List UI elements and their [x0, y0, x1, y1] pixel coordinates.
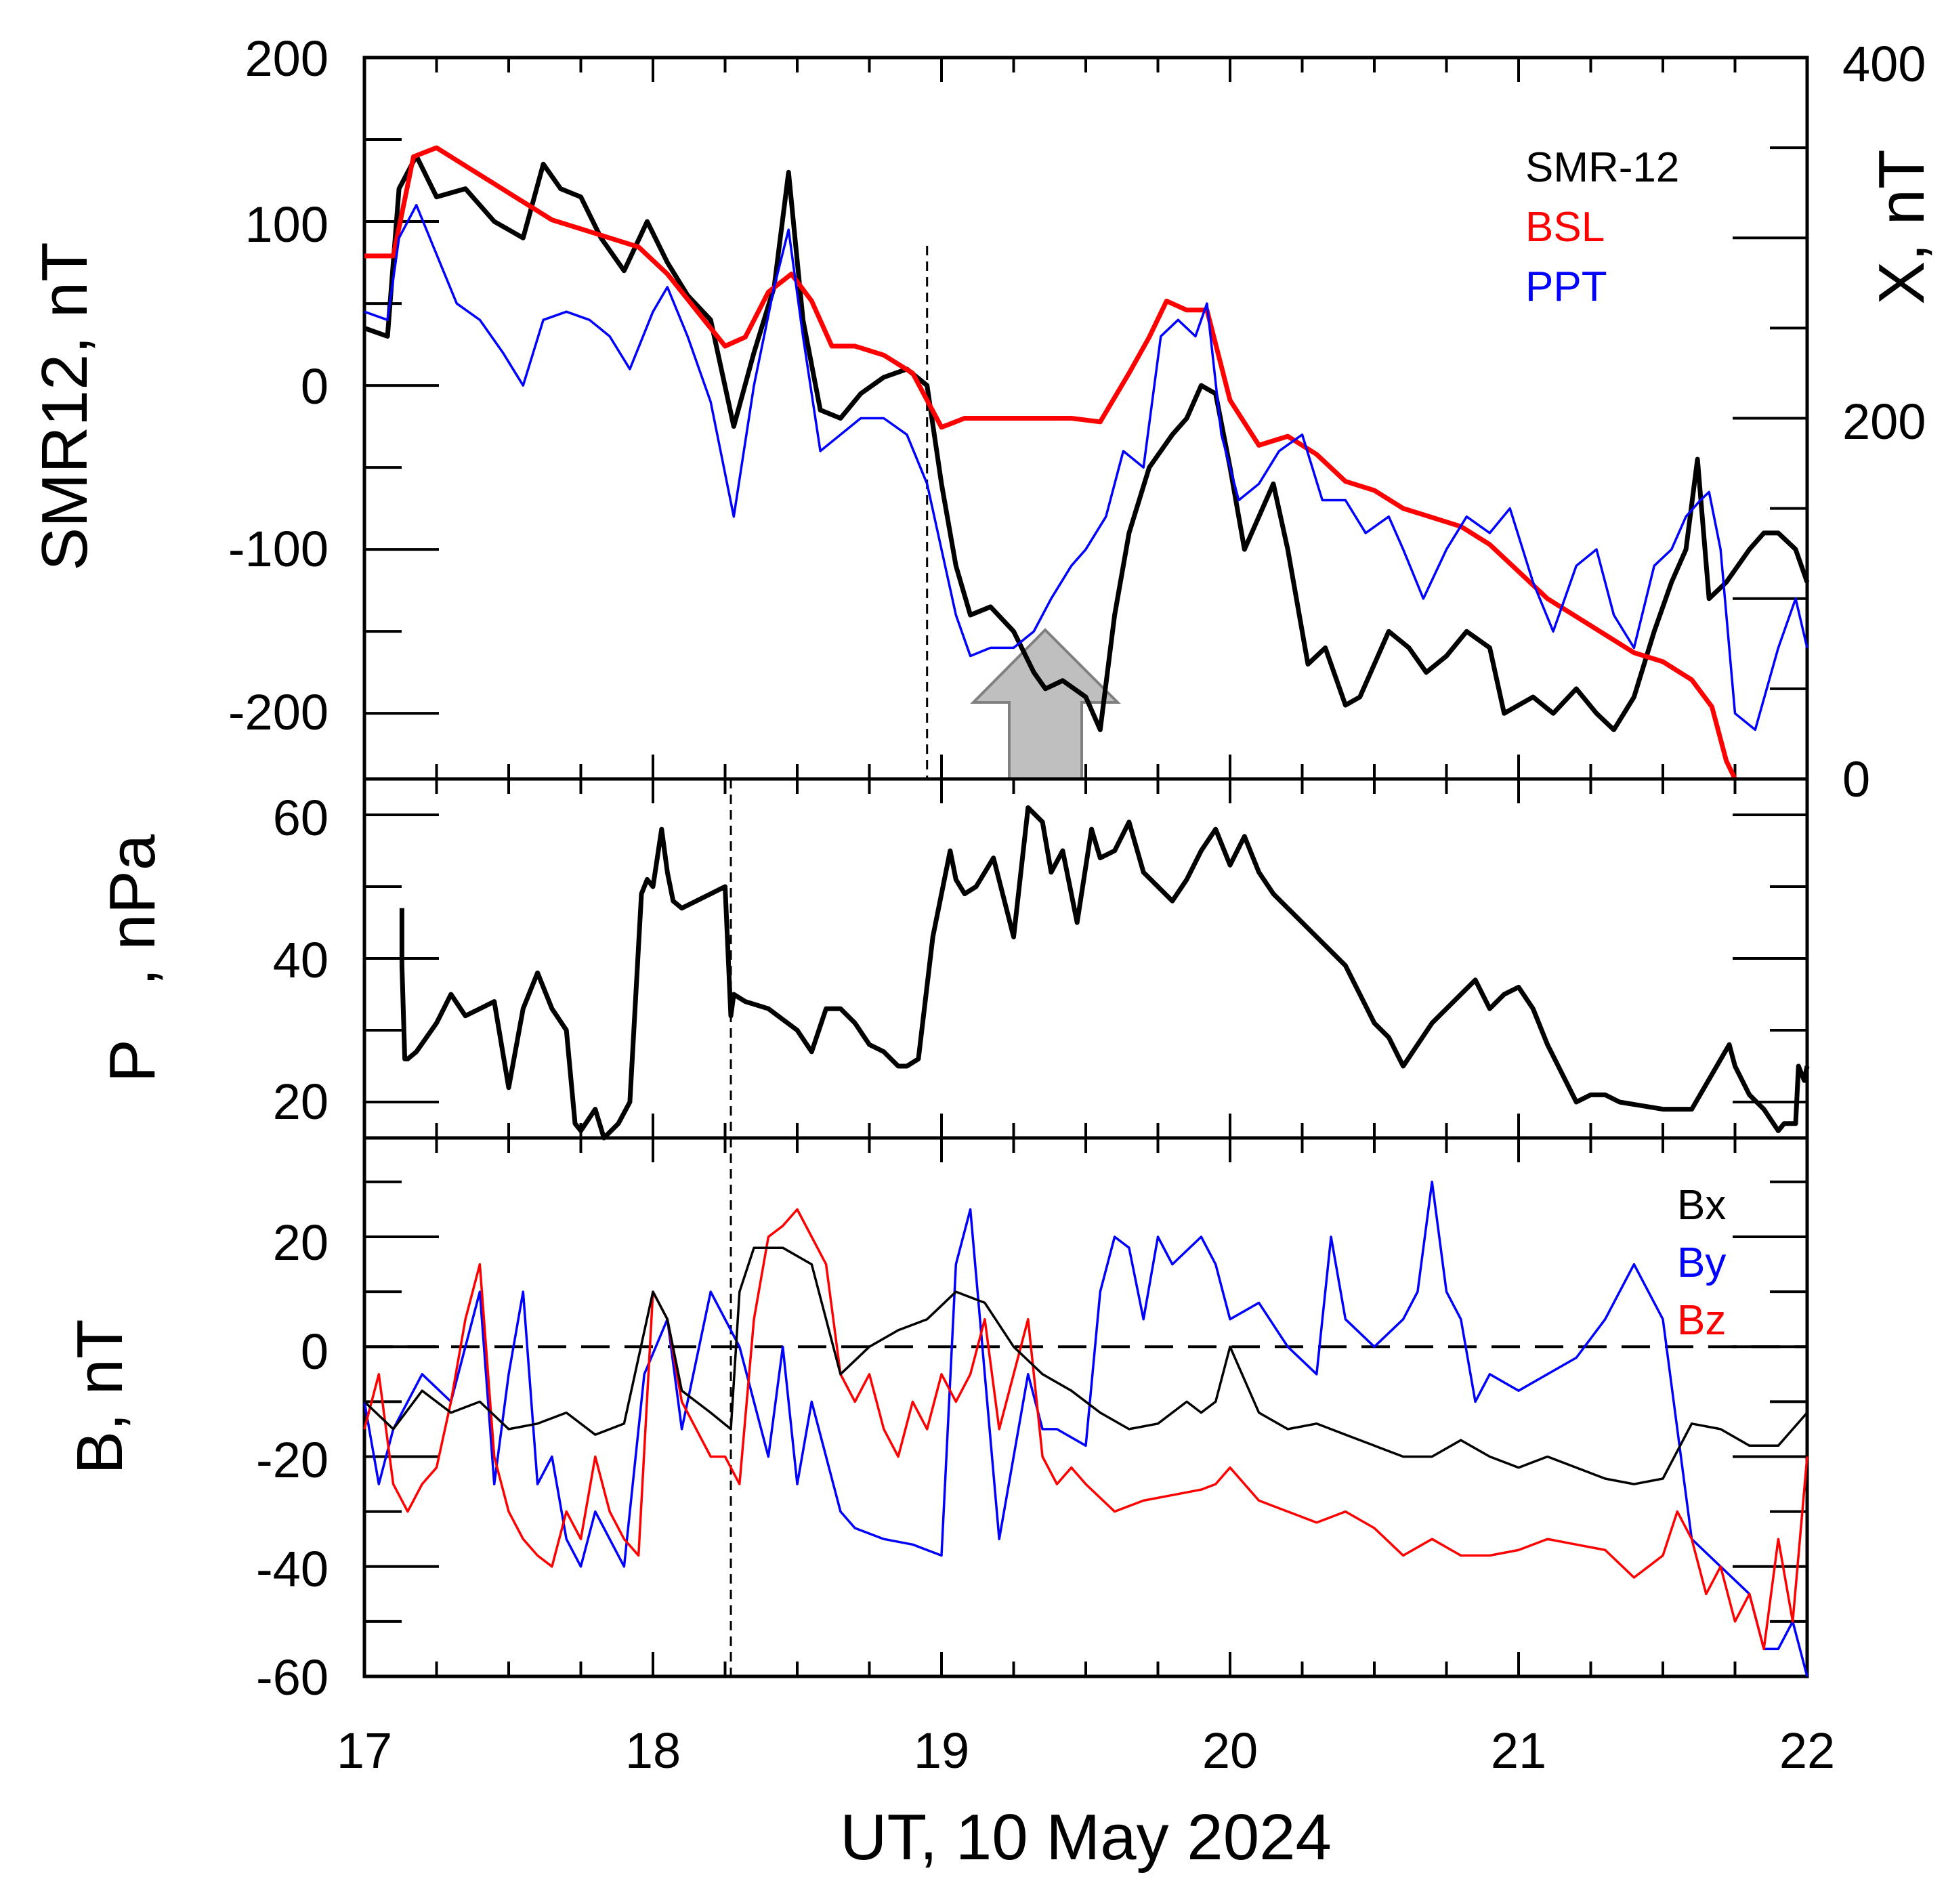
b-tick-label-minus20: -20	[256, 1432, 329, 1488]
y2-axis-title-x: X, nT	[1865, 149, 1938, 304]
panel-imf-reference-lines	[364, 1138, 1807, 1676]
legend-label-by: By	[1677, 1240, 1726, 1286]
panel-pressure: 60 40 20 P , nPa	[96, 777, 1810, 1141]
panel-imf-frame	[362, 1136, 1809, 1678]
y-axis-title-pressure: P , nPa	[96, 834, 169, 1082]
legend-label-ppt: PPT	[1525, 263, 1607, 310]
p-tick-label-40: 40	[273, 932, 329, 988]
panel-imf: 20 0 -20 -40 -60 B, nT Bx By Bz 17 18 19…	[64, 1136, 1835, 1874]
y-tick-label-100: 100	[245, 196, 329, 253]
x-axis-title: UT, 10 May 2024	[840, 1801, 1332, 1874]
y-tick-label-minus100: -100	[228, 521, 329, 577]
y-tick-label-minus200: -200	[228, 684, 329, 740]
series-line-bx	[363, 1246, 1808, 1485]
x-tick-label-19: 19	[914, 1722, 969, 1779]
panel-pressure-series	[399, 805, 1810, 1141]
b-tick-label-minus40: -40	[256, 1541, 329, 1597]
x-tick-label-22: 22	[1779, 1722, 1835, 1779]
series-line-p	[399, 805, 1810, 1141]
panel-imf-ticks	[363, 1138, 1808, 1678]
y-tick-label-0: 0	[301, 358, 329, 415]
x-tick-label-17: 17	[337, 1722, 392, 1779]
y-axis-title-smr: SMR12, nT	[28, 242, 101, 570]
b-tick-label-20: 20	[273, 1214, 329, 1271]
y-axis-title-b: B, nT	[64, 1319, 136, 1474]
panel-pressure-frame	[362, 777, 1809, 1140]
panel-imf-series	[363, 1181, 1808, 1677]
series-line-bsl	[364, 145, 1737, 780]
panel-smr-ticks	[363, 56, 1808, 780]
y2-tick-label-0: 0	[1842, 751, 1870, 807]
legend-label-bx: Bx	[1677, 1182, 1726, 1229]
panel-pressure-ticks	[363, 779, 1808, 1138]
series-line-smr-12	[363, 153, 1810, 732]
b-tick-label-0: 0	[301, 1324, 329, 1380]
x-tick-label-20: 20	[1202, 1722, 1258, 1779]
x-tick-label-18: 18	[625, 1722, 681, 1779]
legend-label-bsl: BSL	[1525, 204, 1605, 251]
series-line-by	[363, 1181, 1808, 1677]
legend-label-smr12: SMR-12	[1525, 144, 1679, 191]
y2-tick-label-400: 400	[1842, 36, 1926, 92]
series-line-ppt	[364, 204, 1808, 732]
panel-smr: 200 100 0 -100 -200 400 200 0 SMR12, nT …	[28, 30, 1938, 807]
x-tick-label-21: 21	[1491, 1722, 1546, 1779]
panel-smr-series	[363, 145, 1810, 780]
event-arrow	[970, 628, 1121, 780]
y2-tick-label-200: 200	[1842, 394, 1926, 450]
y-tick-label-200: 200	[245, 30, 329, 87]
p-tick-label-60: 60	[273, 790, 329, 846]
p-tick-label-20: 20	[273, 1074, 329, 1130]
b-tick-label-minus60: -60	[256, 1649, 329, 1706]
series-line-bz	[363, 1208, 1808, 1651]
legend-label-bz: Bz	[1677, 1297, 1726, 1344]
